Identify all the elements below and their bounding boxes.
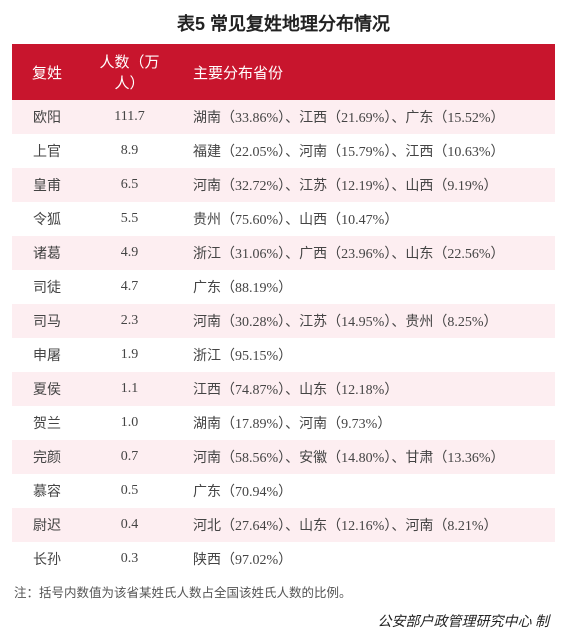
cell-surname: 司马 bbox=[12, 304, 82, 338]
cell-surname: 皇甫 bbox=[12, 168, 82, 202]
cell-distribution: 广东（88.19%） bbox=[177, 270, 555, 304]
table-row: 司徒4.7广东（88.19%） bbox=[12, 270, 555, 304]
cell-surname: 司徒 bbox=[12, 270, 82, 304]
cell-count: 0.4 bbox=[82, 508, 177, 542]
surname-table: 复姓 人数（万人） 主要分布省份 欧阳111.7湖南（33.86%）、江西（21… bbox=[12, 44, 555, 576]
col-header-surname: 复姓 bbox=[12, 44, 82, 100]
header-row: 复姓 人数（万人） 主要分布省份 bbox=[12, 44, 555, 100]
table-row: 长孙0.3陕西（97.02%） bbox=[12, 542, 555, 576]
cell-distribution: 广东（70.94%） bbox=[177, 474, 555, 508]
cell-count: 8.9 bbox=[82, 134, 177, 168]
table-row: 夏侯1.1江西（74.87%）、山东（12.18%） bbox=[12, 372, 555, 406]
cell-count: 1.9 bbox=[82, 338, 177, 372]
cell-distribution: 陕西（97.02%） bbox=[177, 542, 555, 576]
table-row: 欧阳111.7湖南（33.86%）、江西（21.69%）、广东（15.52%） bbox=[12, 100, 555, 134]
cell-surname: 长孙 bbox=[12, 542, 82, 576]
cell-distribution: 浙江（95.15%） bbox=[177, 338, 555, 372]
cell-surname: 慕容 bbox=[12, 474, 82, 508]
table-title: 表5 常见复姓地理分布情况 bbox=[12, 10, 555, 36]
cell-distribution: 河南（30.28%）、江苏（14.95%）、贵州（8.25%） bbox=[177, 304, 555, 338]
cell-count: 4.9 bbox=[82, 236, 177, 270]
table-row: 上官8.9福建（22.05%）、河南（15.79%）、江西（10.63%） bbox=[12, 134, 555, 168]
table-row: 贺兰1.0湖南（17.89%）、河南（9.73%） bbox=[12, 406, 555, 440]
cell-surname: 夏侯 bbox=[12, 372, 82, 406]
cell-count: 6.5 bbox=[82, 168, 177, 202]
cell-distribution: 河南（32.72%）、江苏（12.19%）、山西（9.19%） bbox=[177, 168, 555, 202]
cell-count: 1.0 bbox=[82, 406, 177, 440]
cell-count: 0.5 bbox=[82, 474, 177, 508]
col-header-count: 人数（万人） bbox=[82, 44, 177, 100]
table-row: 申屠1.9浙江（95.15%） bbox=[12, 338, 555, 372]
cell-distribution: 湖南（17.89%）、河南（9.73%） bbox=[177, 406, 555, 440]
cell-count: 1.1 bbox=[82, 372, 177, 406]
cell-count: 0.7 bbox=[82, 440, 177, 474]
cell-surname: 欧阳 bbox=[12, 100, 82, 134]
cell-count: 0.3 bbox=[82, 542, 177, 576]
source: 公安部户政管理研究中心 制 bbox=[12, 611, 555, 631]
cell-distribution: 河北（27.64%）、山东（12.16%）、河南（8.21%） bbox=[177, 508, 555, 542]
table-row: 司马2.3河南（30.28%）、江苏（14.95%）、贵州（8.25%） bbox=[12, 304, 555, 338]
cell-distribution: 浙江（31.06%）、广西（23.96%）、山东（22.56%） bbox=[177, 236, 555, 270]
cell-distribution: 福建（22.05%）、河南（15.79%）、江西（10.63%） bbox=[177, 134, 555, 168]
cell-distribution: 湖南（33.86%）、江西（21.69%）、广东（15.52%） bbox=[177, 100, 555, 134]
cell-surname: 尉迟 bbox=[12, 508, 82, 542]
footnote: 注：括号内数值为该省某姓氏人数占全国该姓氏人数的比例。 bbox=[12, 582, 555, 601]
cell-count: 5.5 bbox=[82, 202, 177, 236]
cell-surname: 上官 bbox=[12, 134, 82, 168]
col-header-distribution: 主要分布省份 bbox=[177, 44, 555, 100]
cell-surname: 贺兰 bbox=[12, 406, 82, 440]
cell-count: 111.7 bbox=[82, 100, 177, 134]
table-row: 完颜0.7河南（58.56%）、安徽（14.80%）、甘肃（13.36%） bbox=[12, 440, 555, 474]
cell-distribution: 河南（58.56%）、安徽（14.80%）、甘肃（13.36%） bbox=[177, 440, 555, 474]
table-row: 皇甫6.5河南（32.72%）、江苏（12.19%）、山西（9.19%） bbox=[12, 168, 555, 202]
table-row: 令狐5.5贵州（75.60%）、山西（10.47%） bbox=[12, 202, 555, 236]
cell-count: 2.3 bbox=[82, 304, 177, 338]
table-row: 诸葛4.9浙江（31.06%）、广西（23.96%）、山东（22.56%） bbox=[12, 236, 555, 270]
table-row: 慕容0.5广东（70.94%） bbox=[12, 474, 555, 508]
cell-surname: 诸葛 bbox=[12, 236, 82, 270]
cell-distribution: 贵州（75.60%）、山西（10.47%） bbox=[177, 202, 555, 236]
table-row: 尉迟0.4河北（27.64%）、山东（12.16%）、河南（8.21%） bbox=[12, 508, 555, 542]
cell-surname: 令狐 bbox=[12, 202, 82, 236]
cell-surname: 申屠 bbox=[12, 338, 82, 372]
cell-count: 4.7 bbox=[82, 270, 177, 304]
cell-surname: 完颜 bbox=[12, 440, 82, 474]
cell-distribution: 江西（74.87%）、山东（12.18%） bbox=[177, 372, 555, 406]
